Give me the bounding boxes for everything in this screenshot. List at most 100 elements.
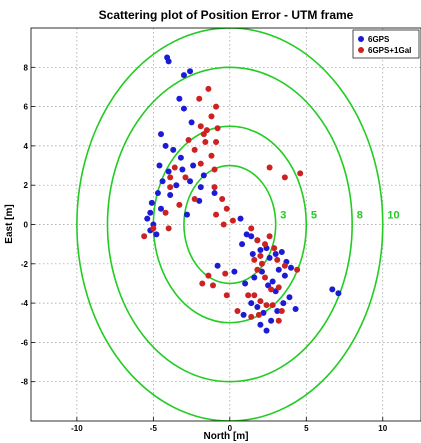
point-6gps-1gal [197,123,204,130]
y-tick-label: 0 [24,221,29,230]
point-6gps-1gal [220,221,227,228]
point-6gps [197,184,204,191]
point-6gps [188,119,195,126]
point-6gps-1gal [234,307,241,314]
point-6gps-1gal [258,260,265,267]
point-6gps [269,278,276,285]
point-6gps-1gal [281,174,288,181]
point-6gps [280,300,287,307]
point-6gps-1gal [205,272,212,279]
point-6gps-1gal [263,302,270,309]
point-6gps-1gal [248,313,255,320]
point-6gps [173,182,180,189]
y-tick-label: 2 [24,181,29,190]
point-6gps-1gal [223,205,230,212]
point-6gps [184,211,190,218]
point-6gps [263,327,270,334]
point-6gps-1gal [162,209,169,216]
point-6gps [240,311,247,318]
point-6gps-1gal [213,138,220,145]
y-tick-label: -6 [21,338,29,347]
point-6gps-1gal [210,282,216,289]
point-6gps-1gal [262,274,268,281]
y-tick-label: -8 [21,378,29,387]
x-tick-label: 5 [304,424,309,433]
y-tick-label: 8 [24,63,29,72]
point-6gps [214,262,221,269]
point-6gps-1gal [213,211,220,218]
point-6gps [165,168,172,175]
point-6gps-1gal [257,252,264,259]
point-6gps-1gal [191,146,198,153]
point-6gps-1gal [196,95,203,102]
point-6gps [156,162,163,169]
point-6gps [147,209,154,216]
point-6gps-1gal [214,125,221,132]
point-6gps [278,249,285,256]
point-6gps-1gal [248,225,255,232]
point-6gps-1gal [185,137,192,144]
ring-label-5: 5 [311,210,317,222]
point-6gps-1gal [254,266,261,273]
point-6gps-1gal [269,302,276,309]
point-6gps [231,268,238,275]
error-ring-3 [183,164,277,285]
y-tick-label: -2 [21,260,29,269]
point-6gps-1gal [199,280,206,287]
point-6gps [165,58,172,65]
ring-label-8: 8 [357,210,363,222]
point-6gps-1gal [266,233,273,240]
point-6gps [249,250,256,257]
x-tick-label: 0 [228,424,233,433]
point-6gps [275,266,282,273]
point-6gps [288,264,294,271]
point-6gps [211,190,218,197]
point-6gps [248,233,255,240]
point-6gps [329,286,336,293]
x-axis-label: North [m] [204,431,249,442]
point-6gps [158,131,164,138]
point-6gps-1gal [294,266,301,273]
point-6gps [243,231,250,238]
ring-label-3: 3 [280,210,286,222]
point-6gps-1gal [266,164,273,171]
point-6gps-1gal [171,164,178,171]
legend-box [352,29,420,59]
point-6gps-1gal [208,152,215,159]
point-6gps [237,215,244,222]
point-6gps-1gal [165,225,172,232]
point-6gps-1gal [197,160,204,167]
point-6gps [187,68,194,75]
error-ring-10 [76,28,384,421]
point-6gps [286,294,293,301]
point-6gps-1gal [271,245,278,252]
point-6gps [176,95,183,102]
point-6gps-1gal [167,174,174,181]
point-6gps [257,321,264,328]
point-6gps-1gal [202,138,209,145]
point-6gps-1gal [141,233,148,240]
point-6gps [158,205,164,212]
point-6gps [260,309,267,316]
point-6gps-1gal [245,292,252,299]
point-6gps [251,274,258,281]
point-6gps-1gal [229,217,236,224]
point-6gps-1gal [167,184,174,191]
point-6gps-1gal [219,195,226,202]
point-6gps [268,317,275,324]
point-6gps [281,272,288,279]
point-6gps [179,166,186,173]
point-6gps [274,307,281,314]
point-6gps-1gal [176,201,183,208]
legend-label: 6GPS [368,35,390,44]
point-6gps-1gal [223,292,230,299]
point-6gps-1gal [257,298,264,305]
point-6gps-1gal [211,166,218,173]
point-6gps-1gal [278,307,285,314]
point-6gps [159,178,166,185]
y-tick-label: -4 [21,299,29,308]
point-6gps [272,250,279,257]
error-ring-8 [106,66,353,383]
legend-marker [358,36,364,42]
